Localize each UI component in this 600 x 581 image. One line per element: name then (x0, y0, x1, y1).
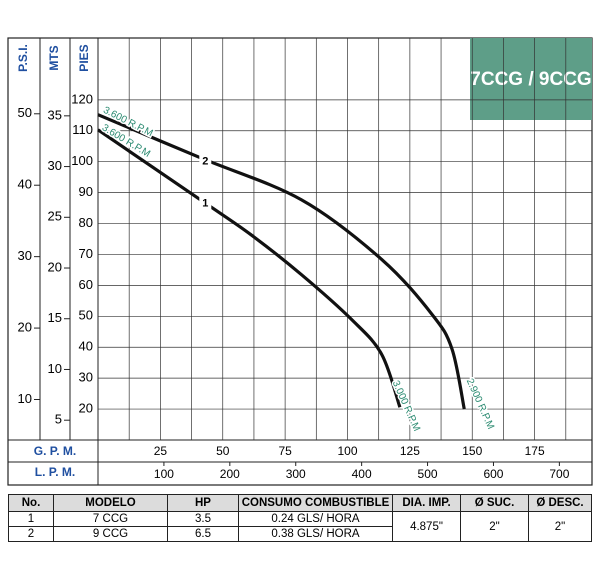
axis-title: P.S.I. (16, 44, 30, 72)
x-tick-label: 100 (337, 444, 357, 458)
chart: 7CCG / 9CCG 2030405060708090100110120510… (7, 37, 593, 486)
y-tick-label: 40 (79, 339, 93, 354)
y-tick-label: 60 (79, 277, 93, 292)
x-tick-label: 25 (154, 444, 168, 458)
header-row: No. MODELO HP CONSUMO COMBUSTIBLE DIA. I… (8, 494, 592, 512)
y3-tick-label: 20 (18, 320, 32, 335)
x2-tick-label: 600 (483, 467, 503, 481)
y3-tick-label: 50 (18, 105, 32, 120)
cell: 0.24 GLS/ HORA (238, 511, 393, 527)
cell: 7 CCG (53, 511, 168, 527)
x2-tick-label: 400 (352, 467, 372, 481)
spec-table: No. MODELO HP CONSUMO COMBUSTIBLE DIA. I… (8, 494, 592, 542)
y-tick-label: 30 (79, 370, 93, 385)
y2-tick-label: 10 (48, 361, 62, 376)
y2-tick-label: 25 (48, 209, 62, 224)
axis-title: MTS (47, 45, 61, 70)
x2-tick-label: 700 (549, 467, 569, 481)
x-tick-label: 175 (525, 444, 545, 458)
y2-tick-label: 35 (48, 107, 62, 122)
y-tick-label: 90 (79, 184, 93, 199)
cell: 0.38 GLS/ HORA (238, 526, 393, 542)
header-cell: Ø DESC. (528, 494, 592, 512)
label-bg (199, 154, 212, 169)
y3-tick-label: 10 (18, 391, 32, 406)
cell: 2 (8, 526, 54, 542)
cell: 4.875" (392, 511, 461, 542)
cell: 3.5 (167, 511, 239, 527)
y-tick-label: 110 (72, 122, 93, 137)
header-cell: CONSUMO COMBUSTIBLE (238, 494, 393, 512)
y3-tick-label: 30 (18, 248, 32, 263)
curve-label: 1 (202, 198, 208, 210)
y-tick-label: 70 (79, 246, 93, 261)
y-tick-label: 120 (71, 91, 93, 106)
x2-tick-label: 500 (418, 467, 438, 481)
x-tick-label: 50 (216, 444, 230, 458)
header-cell: HP (167, 494, 239, 512)
y2-tick-label: 30 (48, 158, 62, 173)
pump-curve (97, 113, 466, 410)
x-tick-label: 150 (462, 444, 482, 458)
row: 2 9 CCG 6.5 0.38 GLS/ HORA (8, 526, 592, 542)
chart-title: 7CCG / 9CCG (470, 69, 591, 90)
y-tick-label: 80 (79, 215, 93, 230)
cell: 9 CCG (53, 526, 168, 542)
title-box (470, 38, 592, 120)
header-cell: MODELO (53, 494, 168, 512)
cell: 1 (8, 511, 54, 527)
x2-tick-label: 300 (286, 467, 306, 481)
label-bg (199, 196, 212, 211)
row: 1 7 CCG 3.5 0.24 GLS/ HORA 4.875" 2" 2" (8, 511, 592, 542)
header-cell: No. (8, 494, 54, 512)
y-tick-label: 20 (79, 401, 93, 416)
y3-tick-label: 40 (18, 177, 32, 192)
rpm-annotation: 2.900 R.P.M (464, 377, 496, 431)
y2-tick-label: 20 (48, 259, 62, 274)
cell: 2" (528, 511, 592, 542)
x-tick-label: 125 (400, 444, 420, 458)
cell: 2" (460, 511, 529, 542)
cell: 6.5 (167, 526, 239, 542)
y2-tick-label: 5 (55, 412, 62, 427)
x-tick-label: 75 (278, 444, 292, 458)
axis-title: PIES (77, 44, 91, 71)
y2-tick-label: 15 (48, 310, 62, 325)
curve-label: 2 (202, 156, 208, 168)
y-tick-label: 50 (79, 308, 93, 323)
header-cell: Ø SUC. (460, 494, 529, 512)
rpm-annotation: 3.000 R.P.M (390, 379, 422, 433)
chart-frame (7, 37, 593, 486)
x2-tick-label: 200 (220, 467, 240, 481)
pump-curve (97, 128, 402, 408)
header-cell: DIA. IMP. (392, 494, 461, 512)
x2-tick-label: 100 (154, 467, 174, 481)
x-axis-title: G. P. M. (34, 444, 76, 458)
y-tick-label: 100 (71, 153, 93, 168)
x2-axis-title: L. P. M. (35, 465, 75, 479)
